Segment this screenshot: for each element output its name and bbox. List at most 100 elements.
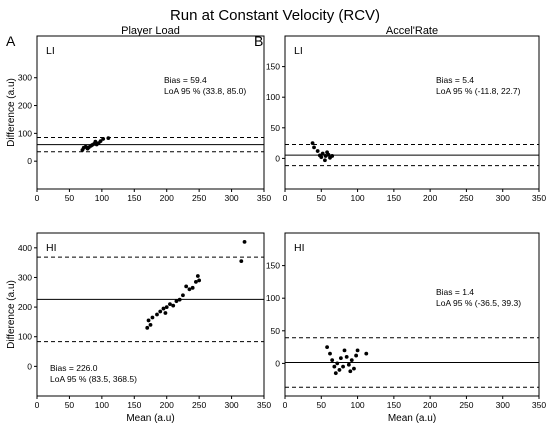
plot-frame	[284, 232, 540, 397]
panel-2: 0 50 100 150 200 250 300 350 0 50 100 150 LI Bias = 5…	[254, 25, 546, 203]
column-title: Player Load	[121, 25, 180, 37]
x-tick-label: 0	[35, 400, 40, 410]
intensity-label: HI	[46, 242, 57, 254]
data-point	[320, 151, 325, 156]
data-point	[239, 259, 244, 264]
bias-text: Bias = 5.4	[436, 75, 474, 85]
data-point	[338, 356, 343, 361]
x-axis-label: Mean (a.u)	[388, 413, 436, 424]
data-point	[310, 141, 315, 146]
loa-text: LoA 95 % (83.5, 368.5)	[50, 374, 137, 384]
loa-text: LoA 95 % (-36.5, 39.3)	[436, 298, 521, 308]
figure-title: Run at Constant Velocity (RCV)	[170, 7, 380, 24]
data-point	[346, 362, 351, 367]
y-tick-label: 150	[266, 62, 280, 72]
y-tick-label: 300	[18, 272, 32, 282]
data-point	[323, 158, 327, 163]
loa-text: LoA 95 % (33.8, 85.0)	[164, 86, 246, 96]
y-tick-label: 100	[266, 293, 280, 303]
x-tick-label: 350	[257, 193, 271, 203]
x-tick-label: 300	[496, 400, 510, 410]
data-point	[195, 274, 200, 278]
bias-text: Bias = 59.4	[164, 75, 207, 85]
y-tick-label: 0	[27, 156, 32, 166]
x-tick-label: 250	[192, 400, 206, 410]
data-point	[319, 155, 324, 160]
x-tick-label: 300	[496, 193, 510, 203]
x-tick-label: 150	[387, 400, 401, 410]
y-tick-label: 50	[271, 326, 281, 336]
x-tick-label: 100	[95, 400, 109, 410]
data-point	[101, 137, 106, 141]
y-tick-label: 400	[18, 243, 32, 253]
plot-frame	[36, 35, 265, 190]
data-point	[177, 297, 182, 302]
data-point	[355, 348, 360, 353]
x-tick-label: 300	[224, 193, 238, 203]
data-point	[325, 345, 329, 349]
data-point	[312, 145, 316, 150]
data-point	[164, 305, 169, 309]
data-point	[190, 285, 195, 290]
y-axis-label: Difference (a.u)	[6, 78, 17, 147]
x-tick-label: 250	[192, 193, 206, 203]
y-tick-label: 50	[271, 123, 281, 133]
x-tick-label: 150	[387, 193, 401, 203]
data-point	[326, 152, 331, 157]
x-tick-label: 200	[423, 400, 437, 410]
data-point	[332, 364, 337, 369]
data-point	[184, 284, 189, 289]
data-point	[337, 368, 342, 372]
x-axis-label: Mean (a.u)	[126, 413, 174, 424]
data-point	[98, 139, 103, 144]
data-point	[330, 358, 335, 363]
data-point	[349, 358, 354, 363]
y-tick-label: 300	[18, 73, 32, 83]
data-point	[155, 312, 159, 317]
x-tick-label: 350	[532, 193, 546, 203]
bias-text: Bias = 226.0	[50, 363, 98, 373]
x-tick-label: 0	[35, 193, 40, 203]
y-tick-label: 0	[27, 361, 32, 371]
bias-text: Bias = 1.4	[436, 287, 474, 297]
data-point	[146, 318, 151, 323]
data-point	[344, 354, 349, 359]
data-point	[333, 371, 338, 376]
data-point	[197, 278, 202, 283]
data-point	[168, 302, 172, 307]
x-tick-label: 50	[317, 193, 327, 203]
x-tick-label: 50	[65, 193, 75, 203]
x-tick-label: 50	[65, 400, 75, 410]
x-tick-label: 50	[317, 400, 327, 410]
x-tick-label: 0	[283, 400, 288, 410]
loa-text: LoA 95 % (-11.8, 22.7)	[436, 86, 521, 96]
x-tick-label: 200	[160, 193, 174, 203]
data-point	[171, 303, 176, 308]
intensity-label: LI	[294, 45, 303, 57]
column-title: Accel'Rate	[386, 25, 438, 37]
data-point	[323, 154, 328, 158]
x-tick-label: 0	[283, 193, 288, 203]
y-tick-label: 100	[18, 128, 32, 138]
y-axis-label: Difference (a.u)	[6, 280, 17, 349]
x-tick-label: 250	[459, 193, 473, 203]
data-point	[150, 315, 155, 320]
data-point	[161, 306, 166, 311]
y-tick-label: 200	[18, 101, 32, 111]
x-tick-label: 200	[160, 400, 174, 410]
data-point	[352, 366, 356, 371]
y-tick-label: 150	[266, 261, 280, 271]
x-tick-label: 150	[127, 193, 141, 203]
plot-frame	[284, 35, 540, 190]
y-tick-label: 0	[275, 153, 280, 163]
data-point	[341, 364, 345, 369]
x-tick-label: 100	[350, 193, 364, 203]
data-point	[174, 299, 179, 304]
data-point	[187, 287, 192, 292]
plot-frame	[36, 232, 265, 397]
y-tick-label: 0	[275, 358, 280, 368]
data-point	[330, 154, 335, 158]
x-tick-label: 100	[350, 400, 364, 410]
